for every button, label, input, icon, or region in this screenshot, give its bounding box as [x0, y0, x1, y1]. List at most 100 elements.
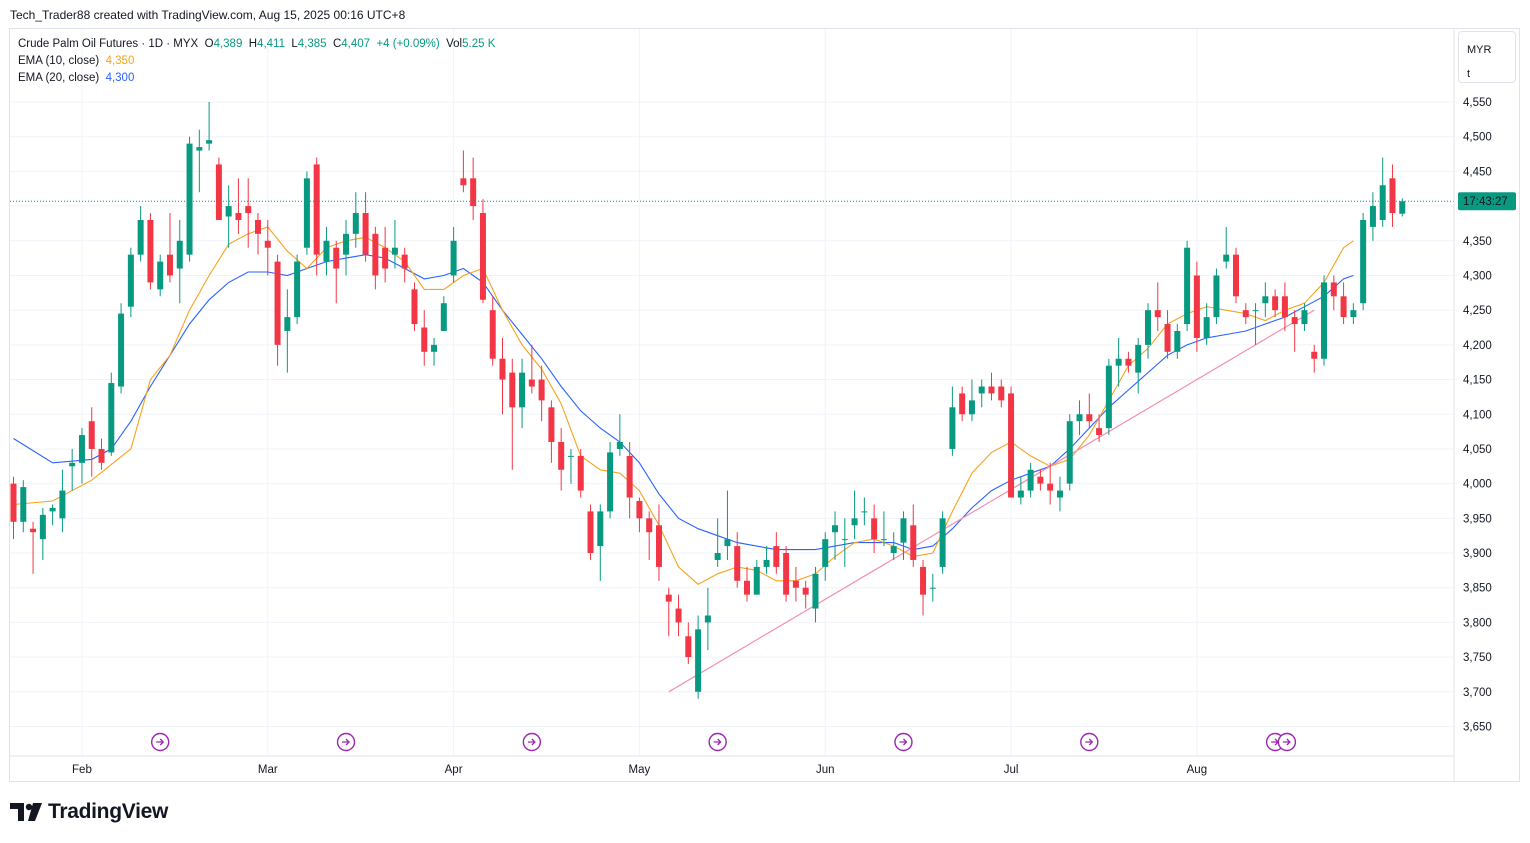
candle — [910, 504, 917, 567]
candle-body — [558, 442, 565, 470]
candle-body — [783, 553, 790, 595]
event-marker-icon[interactable] — [1277, 732, 1297, 752]
candle-body — [1047, 483, 1054, 491]
candle-body — [69, 462, 76, 467]
candle — [998, 379, 1005, 408]
candle-body — [1340, 296, 1347, 318]
volume-label: Vol — [446, 38, 463, 50]
candle — [294, 254, 301, 325]
candle-body — [577, 455, 584, 491]
candle-body — [1184, 247, 1191, 325]
candle-body — [333, 247, 340, 269]
currency-unit-selector[interactable]: MYR t — [1458, 31, 1516, 83]
candle-body — [1311, 351, 1318, 359]
candle — [792, 566, 799, 602]
event-marker-icon[interactable] — [522, 732, 542, 752]
legend-ohlc-row: Crude Palm Oil Futures · 1D · MYX O4,389… — [18, 36, 495, 53]
candle-body — [773, 546, 780, 567]
price-axis[interactable]: 3,650 3,700 3,750 3,800 3,850 3,900 3,950 4,000… — [1453, 29, 1492, 781]
candle — [890, 532, 897, 560]
candle-body — [391, 247, 398, 255]
candle — [479, 199, 486, 304]
candle — [440, 296, 447, 331]
ema10-label: EMA (10, close) — [18, 55, 100, 67]
candle-body — [1281, 296, 1288, 318]
candle — [665, 587, 672, 637]
time-tick-label: Aug — [1187, 764, 1207, 776]
legend-ema10-row[interactable]: EMA (10, close) 4,350 — [18, 53, 495, 70]
event-marker-icon[interactable] — [894, 732, 913, 752]
candle — [78, 428, 85, 484]
candle-body — [225, 206, 232, 217]
candle-body — [166, 254, 173, 276]
low-value: 4,385 — [297, 38, 327, 50]
candle-body — [1291, 317, 1298, 325]
candle-body — [890, 546, 897, 554]
ema20-label: EMA (20, close) — [18, 72, 100, 84]
candle — [577, 448, 584, 498]
price-tick-label: 4,450 — [1463, 166, 1492, 178]
symbol-title[interactable]: Crude Palm Oil Futures · 1D · MYX — [18, 38, 199, 50]
candle-body — [1203, 317, 1210, 338]
candle-body — [1017, 490, 1024, 498]
candle — [421, 310, 428, 366]
candle — [333, 240, 340, 304]
price-tick-label: 4,100 — [1463, 409, 1492, 421]
candle-body — [460, 178, 467, 186]
event-marker-icon[interactable] — [708, 732, 727, 752]
candle-body — [284, 317, 291, 331]
candle-body — [1174, 330, 1181, 352]
candle — [401, 247, 408, 283]
candle-body — [1242, 310, 1249, 318]
candle — [1037, 469, 1044, 491]
candle — [655, 504, 662, 581]
candle-body — [1027, 469, 1034, 491]
candle-body — [1223, 254, 1230, 262]
legend-ema20-row[interactable]: EMA (20, close) 4,300 — [18, 70, 495, 87]
event-marker-icon[interactable] — [336, 732, 356, 752]
trendline-path[interactable] — [668, 309, 1315, 693]
candle — [225, 185, 232, 248]
candle — [30, 521, 37, 574]
candle-body — [1125, 358, 1132, 366]
candle-body — [215, 164, 222, 220]
candle-body — [157, 261, 164, 290]
price-tick-label: 3,750 — [1463, 652, 1492, 664]
candle-body — [479, 213, 486, 300]
candle — [206, 102, 213, 151]
tradingview-logo[interactable]: TradingView — [10, 800, 168, 824]
candle — [1017, 476, 1024, 505]
candle-body — [450, 240, 457, 276]
open-label: O — [204, 38, 214, 50]
ema20-value: 4,300 — [105, 72, 135, 84]
candle-body — [528, 379, 535, 387]
candle — [20, 480, 27, 533]
candle — [1379, 157, 1386, 227]
candle — [1008, 386, 1015, 498]
candle-body — [186, 143, 193, 255]
chart-frame[interactable] — [9, 28, 1520, 782]
currency-code: MYR — [1467, 44, 1492, 56]
candle-body — [1105, 365, 1112, 429]
candle — [763, 546, 770, 574]
candle-body — [978, 386, 985, 394]
trendline[interactable] — [668, 309, 1315, 693]
time-axis[interactable]: Feb Mar Apr May Jun Jul Aug — [10, 755, 1454, 776]
event-markers[interactable] — [150, 732, 1297, 752]
candle-body — [841, 539, 848, 541]
candle-body — [910, 525, 917, 560]
candle — [411, 282, 418, 331]
candle-body — [108, 383, 115, 453]
candle — [1125, 351, 1132, 373]
event-marker-icon[interactable] — [150, 732, 170, 752]
event-marker-icon[interactable] — [1080, 732, 1099, 752]
candle — [196, 129, 203, 193]
candle-body — [1252, 310, 1259, 312]
time-tick-label: Jul — [1004, 764, 1019, 776]
candle-body — [724, 539, 731, 547]
candle — [264, 219, 271, 276]
candle — [1135, 337, 1142, 394]
candle — [1047, 462, 1054, 505]
candle-body — [744, 580, 750, 595]
